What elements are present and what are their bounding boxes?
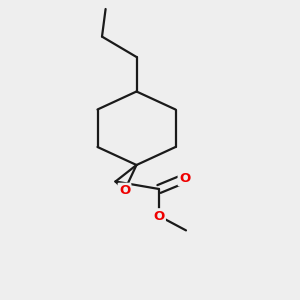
Text: O: O xyxy=(153,209,165,223)
Text: O: O xyxy=(119,184,130,197)
Text: O: O xyxy=(179,172,190,185)
